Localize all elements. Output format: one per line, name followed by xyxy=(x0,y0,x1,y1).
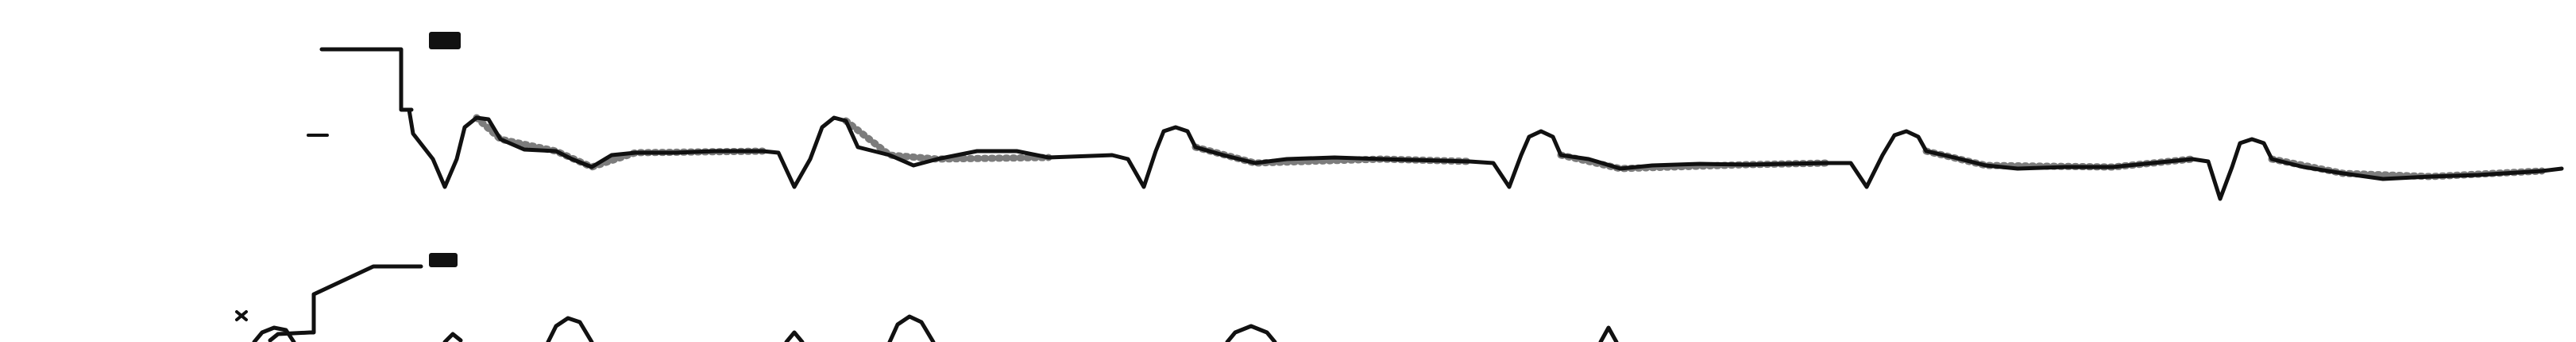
lower-calibration-pulse xyxy=(268,264,423,342)
upper-lead xyxy=(307,32,2564,201)
upper-calibration-pulse xyxy=(319,47,414,112)
lower-ecg-trace xyxy=(252,314,1619,342)
upper-lead-marker xyxy=(429,32,461,49)
upper-ecg-trace-texture xyxy=(473,114,2546,181)
lower-tick-mark-2 xyxy=(235,310,248,321)
lower-lead-marker xyxy=(429,253,458,267)
lower-lead xyxy=(235,253,1619,342)
